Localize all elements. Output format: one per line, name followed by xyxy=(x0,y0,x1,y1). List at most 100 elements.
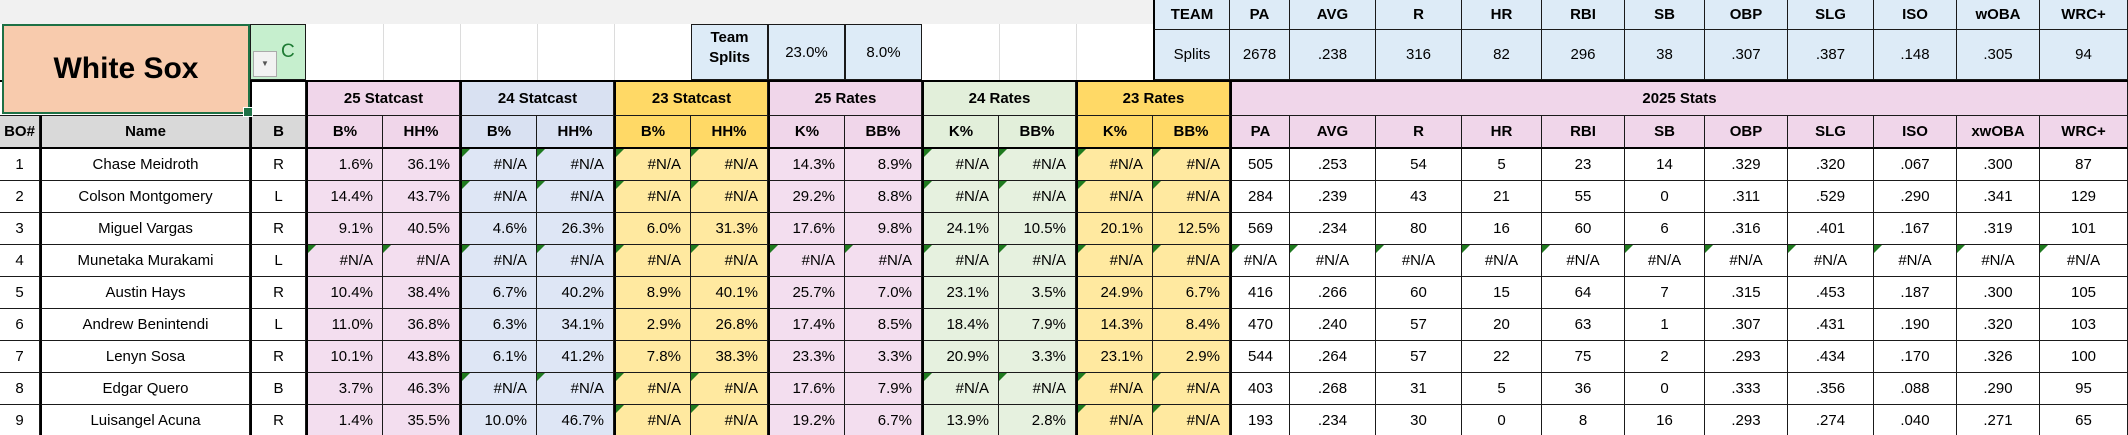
stat-cell[interactable]: .293 xyxy=(1705,341,1788,373)
group-header-24-statcast[interactable]: 24 Statcast xyxy=(460,82,614,116)
bats-cell[interactable]: R xyxy=(250,213,306,245)
team-header-pa[interactable]: PA xyxy=(1230,0,1290,30)
stat-cell[interactable]: .401 xyxy=(1788,213,1874,245)
row-number-cell[interactable]: 8 xyxy=(0,373,40,405)
stat-cell[interactable]: 40.5% xyxy=(383,213,460,245)
stat-cell[interactable]: #N/A xyxy=(999,373,1076,405)
team-header-rbi[interactable]: RBI xyxy=(1542,0,1625,30)
team-header-iso[interactable]: ISO xyxy=(1874,0,1957,30)
column-header-hh-[interactable]: HH% xyxy=(691,116,768,149)
stat-cell[interactable]: .319 xyxy=(1957,213,2040,245)
stat-cell[interactable]: 95 xyxy=(2040,373,2128,405)
stat-cell[interactable]: 10.0% xyxy=(460,405,537,435)
stat-cell[interactable]: 20.1% xyxy=(1076,213,1153,245)
stat-cell[interactable]: 38.4% xyxy=(383,277,460,309)
stat-cell[interactable]: 0 xyxy=(1462,405,1542,435)
stat-cell[interactable]: 8.9% xyxy=(845,149,922,181)
stat-cell[interactable]: 1.4% xyxy=(306,405,383,435)
stat-cell[interactable]: #N/A xyxy=(537,181,614,213)
stat-cell[interactable]: #N/A xyxy=(460,373,537,405)
bats-cell[interactable]: L xyxy=(250,309,306,341)
stat-cell[interactable]: .067 xyxy=(1874,149,1957,181)
team-header-wrc[interactable]: WRC+ xyxy=(2040,0,2128,30)
row-number-cell[interactable]: 6 xyxy=(0,309,40,341)
stat-cell[interactable]: 6.7% xyxy=(460,277,537,309)
team-header-sb[interactable]: SB xyxy=(1625,0,1705,30)
stat-cell[interactable]: .329 xyxy=(1705,149,1788,181)
stat-cell[interactable]: #N/A xyxy=(1153,405,1230,435)
stat-cell[interactable]: .040 xyxy=(1874,405,1957,435)
stat-cell[interactable]: 6 xyxy=(1625,213,1705,245)
stat-cell[interactable]: 2.9% xyxy=(1153,341,1230,373)
team-header-slg[interactable]: SLG xyxy=(1788,0,1874,30)
stat-cell[interactable]: #N/A xyxy=(691,245,768,277)
column-header-hh-[interactable]: HH% xyxy=(537,116,614,149)
row-number-cell[interactable]: 7 xyxy=(0,341,40,373)
stat-cell[interactable]: .311 xyxy=(1705,181,1788,213)
stat-cell[interactable]: 43 xyxy=(1376,181,1462,213)
stat-cell[interactable]: 31 xyxy=(1376,373,1462,405)
stat-cell[interactable]: #N/A xyxy=(922,373,999,405)
group-header-24-rates[interactable]: 24 Rates xyxy=(922,82,1076,116)
stat-cell[interactable]: .300 xyxy=(1957,277,2040,309)
stat-cell[interactable]: 13.9% xyxy=(922,405,999,435)
stat-cell[interactable]: .234 xyxy=(1290,405,1376,435)
stat-cell[interactable]: 6.0% xyxy=(614,213,691,245)
stat-cell[interactable]: #N/A xyxy=(537,373,614,405)
team-value-wrc[interactable]: 94 xyxy=(2040,30,2128,80)
stat-cell[interactable]: 60 xyxy=(1542,213,1625,245)
stat-cell[interactable]: 7.0% xyxy=(845,277,922,309)
stat-cell[interactable]: .290 xyxy=(1874,181,1957,213)
stat-cell[interactable]: #N/A xyxy=(537,149,614,181)
bats-cell[interactable]: R xyxy=(250,277,306,309)
team-value-avg[interactable]: .238 xyxy=(1290,30,1376,80)
stat-cell[interactable]: .290 xyxy=(1957,373,2040,405)
stat-cell[interactable]: #N/A xyxy=(614,373,691,405)
stat-cell[interactable]: 10.1% xyxy=(306,341,383,373)
team-header-obp[interactable]: OBP xyxy=(1705,0,1788,30)
stat-cell[interactable]: .239 xyxy=(1290,181,1376,213)
stat-cell[interactable]: 101 xyxy=(2040,213,2128,245)
stat-cell[interactable]: 17.6% xyxy=(768,213,845,245)
column-header-bb-[interactable]: BB% xyxy=(1153,116,1230,149)
stat-cell[interactable]: 8.9% xyxy=(614,277,691,309)
stat-cell[interactable]: #N/A xyxy=(1625,245,1705,277)
stat-cell[interactable]: #N/A xyxy=(999,181,1076,213)
stat-cell[interactable]: 6.1% xyxy=(460,341,537,373)
row-number-cell[interactable]: 5 xyxy=(0,277,40,309)
stat-cell[interactable]: #N/A xyxy=(614,245,691,277)
stat-cell[interactable]: 38.3% xyxy=(691,341,768,373)
stat-cell[interactable]: 129 xyxy=(2040,181,2128,213)
stat-cell[interactable]: 16 xyxy=(1462,213,1542,245)
team-value-sb[interactable]: 38 xyxy=(1625,30,1705,80)
bats-cell[interactable]: R xyxy=(250,149,306,181)
stat-cell[interactable]: .315 xyxy=(1705,277,1788,309)
player-name-cell[interactable]: Luisangel Acuna xyxy=(40,405,250,435)
stat-cell[interactable]: 30 xyxy=(1376,405,1462,435)
stat-cell[interactable]: 46.7% xyxy=(537,405,614,435)
player-name-cell[interactable]: Munetaka Murakami xyxy=(40,245,250,277)
stat-cell[interactable]: .274 xyxy=(1788,405,1874,435)
stat-cell[interactable]: 470 xyxy=(1230,309,1290,341)
stat-cell[interactable]: #N/A xyxy=(1153,149,1230,181)
stat-cell[interactable]: 31.3% xyxy=(691,213,768,245)
stat-cell[interactable]: 16 xyxy=(1625,405,1705,435)
stat-cell[interactable]: #N/A xyxy=(691,181,768,213)
stat-cell[interactable]: 14.4% xyxy=(306,181,383,213)
stat-cell[interactable]: 8.5% xyxy=(845,309,922,341)
stat-cell[interactable]: 23.3% xyxy=(768,341,845,373)
team-splits-k-cell[interactable]: 23.0% xyxy=(768,24,845,80)
stat-cell[interactable]: #N/A xyxy=(537,245,614,277)
stat-cell[interactable]: 5 xyxy=(1462,373,1542,405)
row-number-cell[interactable]: 1 xyxy=(0,149,40,181)
stat-cell[interactable]: 17.6% xyxy=(768,373,845,405)
column-header-hr[interactable]: HR xyxy=(1462,116,1542,149)
team-value-woba[interactable]: .305 xyxy=(1957,30,2040,80)
stat-cell[interactable]: .453 xyxy=(1788,277,1874,309)
column-header-avg[interactable]: AVG xyxy=(1290,116,1376,149)
stat-cell[interactable]: 29.2% xyxy=(768,181,845,213)
row-number-cell[interactable]: 9 xyxy=(0,405,40,435)
stat-cell[interactable]: #N/A xyxy=(1076,245,1153,277)
stat-cell[interactable]: 65 xyxy=(2040,405,2128,435)
stat-cell[interactable]: .307 xyxy=(1705,309,1788,341)
